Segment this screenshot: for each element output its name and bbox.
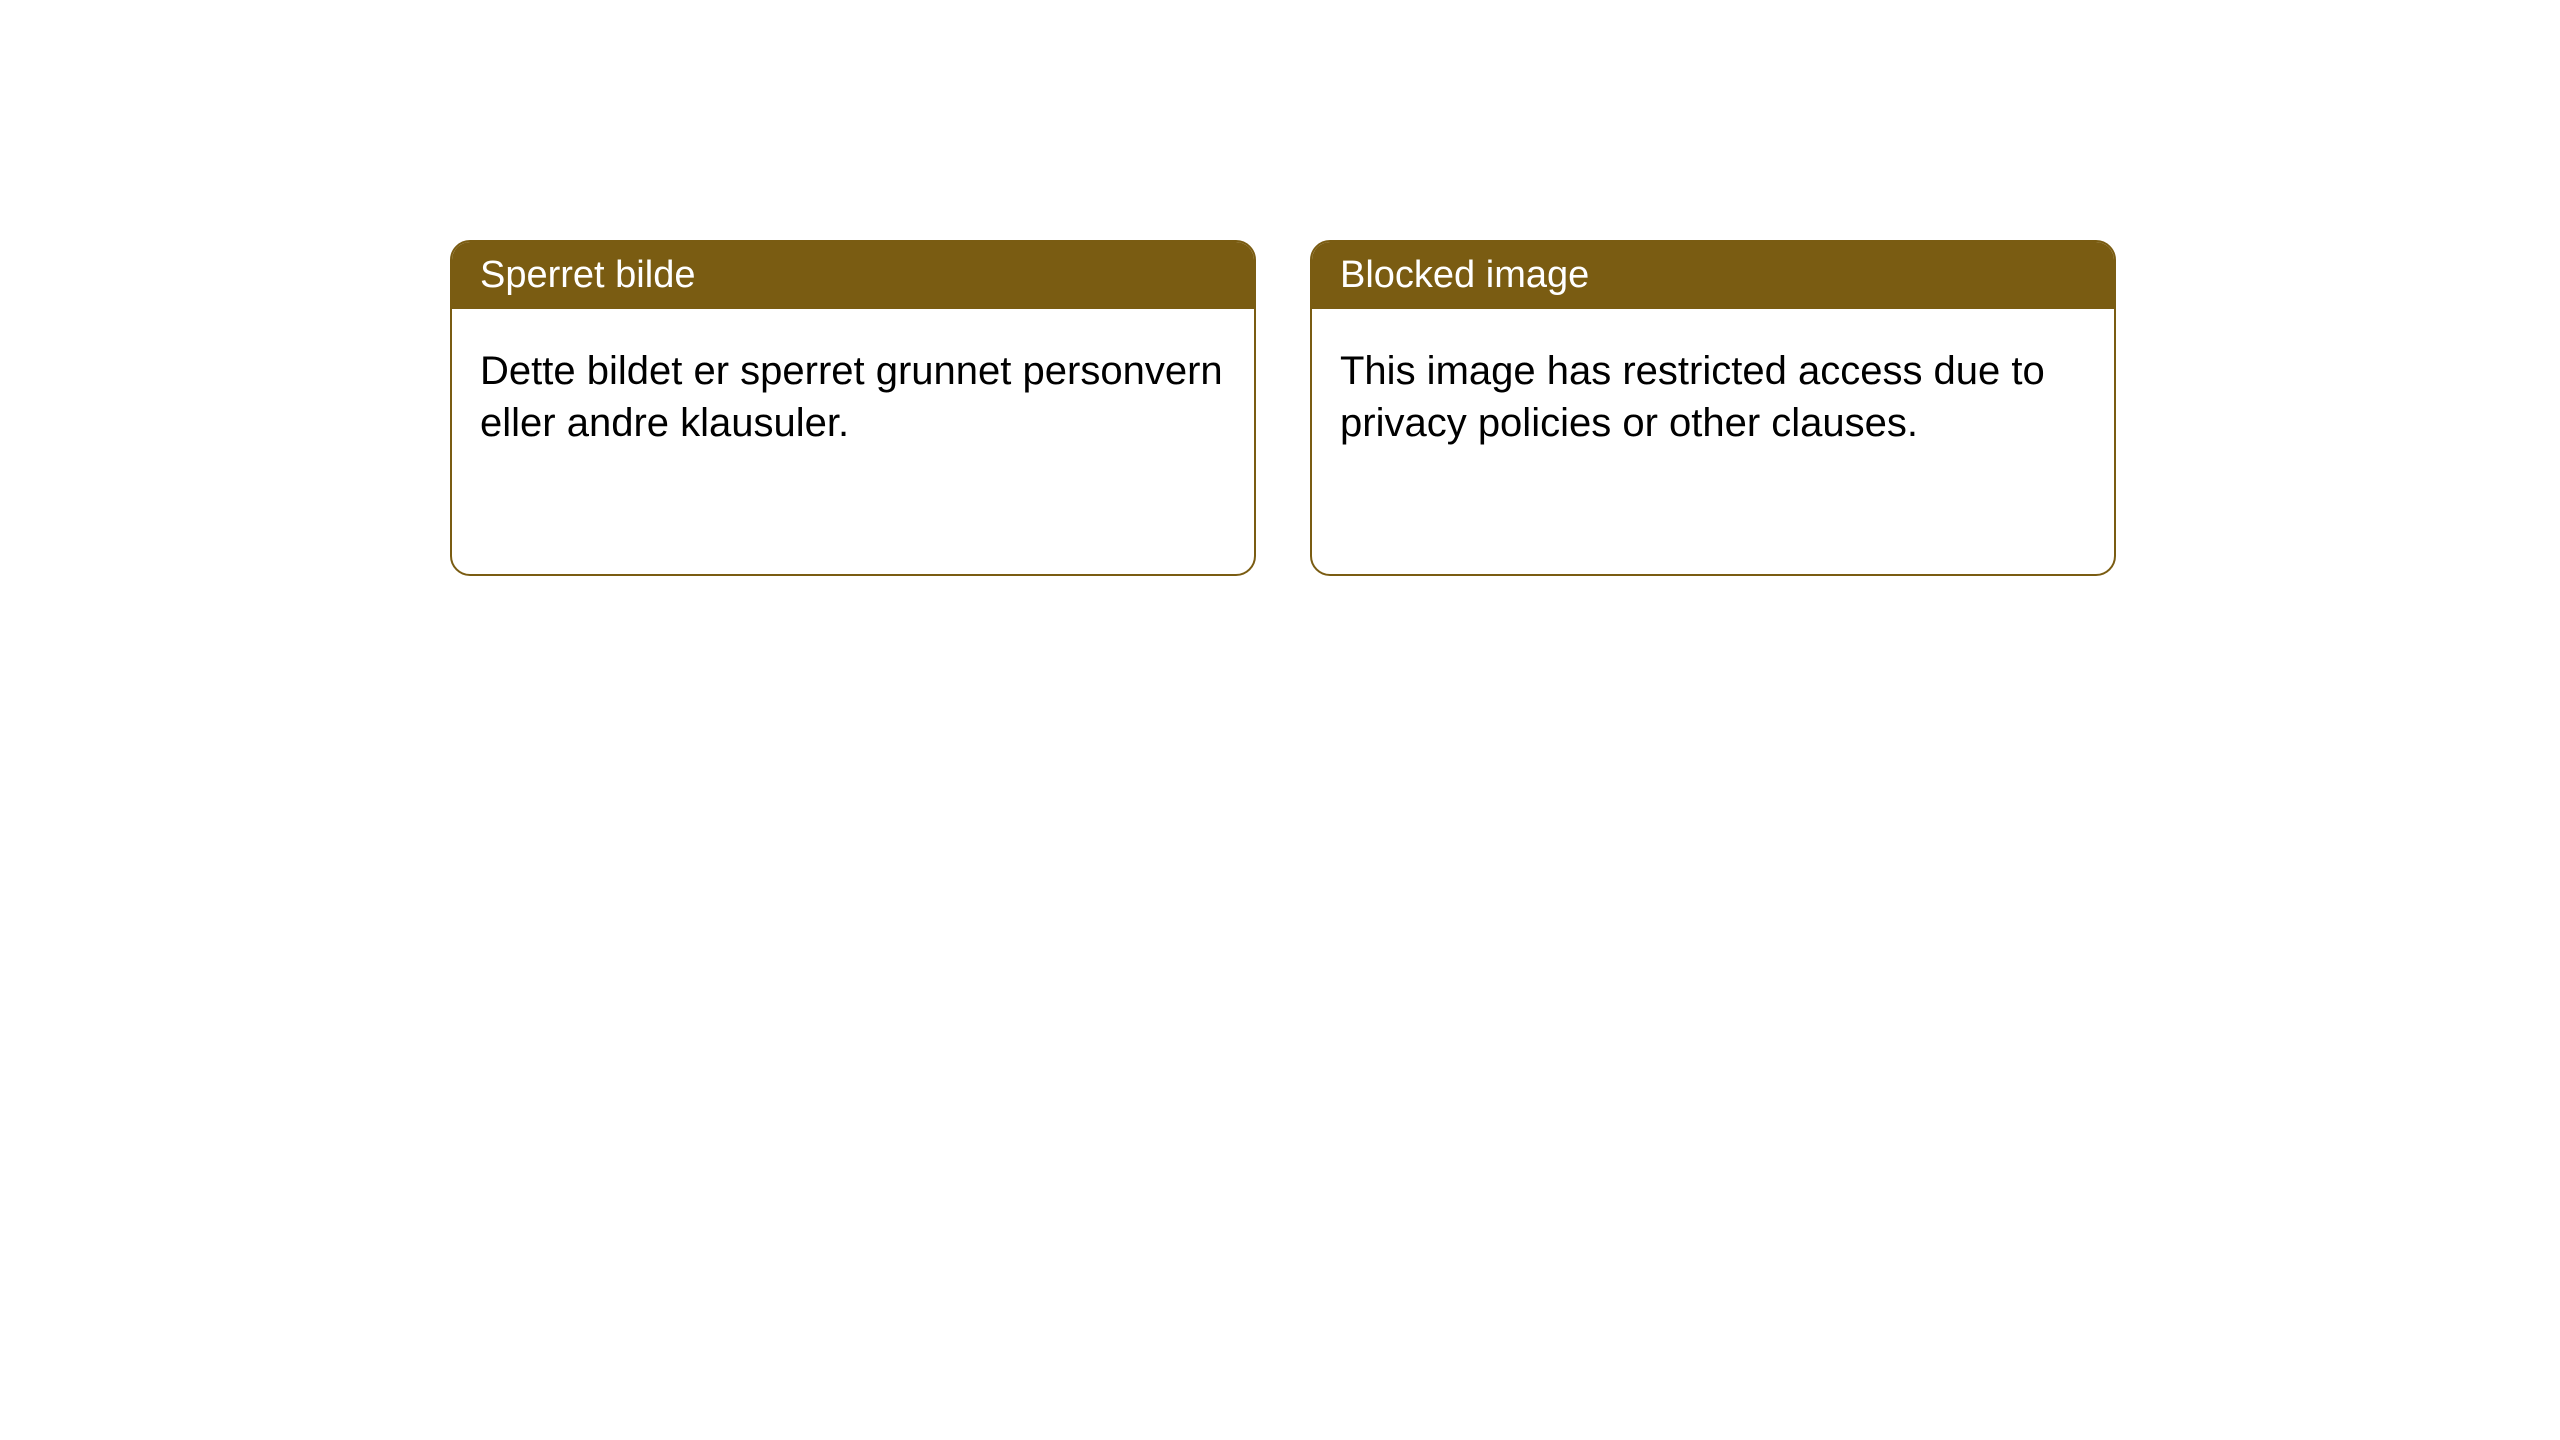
blocked-image-card-no: Sperret bilde Dette bildet er sperret gr… — [450, 240, 1256, 576]
card-body-en: This image has restricted access due to … — [1312, 309, 2114, 485]
card-header-no: Sperret bilde — [452, 242, 1254, 309]
card-header-en: Blocked image — [1312, 242, 2114, 309]
card-text-en: This image has restricted access due to … — [1340, 349, 2045, 445]
blocked-image-card-en: Blocked image This image has restricted … — [1310, 240, 2116, 576]
card-text-no: Dette bildet er sperret grunnet personve… — [480, 349, 1223, 445]
card-title-no: Sperret bilde — [480, 254, 695, 296]
notice-container: Sperret bilde Dette bildet er sperret gr… — [450, 240, 2116, 576]
card-title-en: Blocked image — [1340, 254, 1589, 296]
card-body-no: Dette bildet er sperret grunnet personve… — [452, 309, 1254, 485]
